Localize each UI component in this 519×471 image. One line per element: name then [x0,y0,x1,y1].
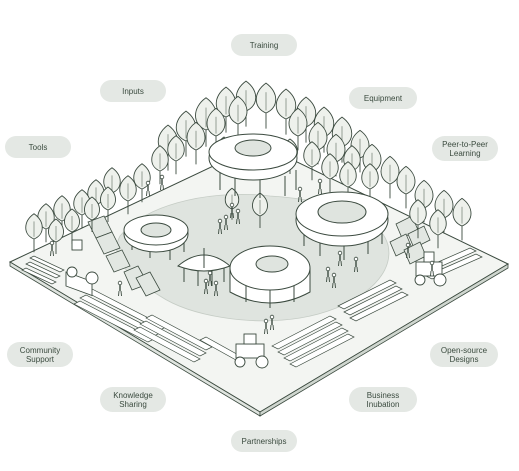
tractors [65,239,447,369]
solar-panel-icon [135,271,161,297]
person-icon [317,178,323,195]
tree-icon [186,121,206,165]
person-icon [117,280,123,297]
crop-rows-left [21,255,243,363]
open-source-designs-label: Open-source Designs [430,342,498,367]
person-icon [49,240,55,257]
tree-icon [409,199,427,239]
community-support-label: Community Support [7,342,73,367]
crop-rows-right [271,247,483,368]
tree-icon [452,197,472,241]
pavilion-icon [208,133,298,198]
people [49,174,435,335]
tree-icon [321,153,339,193]
tree-icon [252,192,268,228]
person-icon [269,314,275,331]
tree-icon [167,135,185,175]
tree-icon [100,186,116,222]
person-icon [223,214,229,231]
business-incubation-label: Business Inubation [349,387,417,412]
tree-icon [151,145,169,185]
pavilion-icon [295,191,389,260]
person-icon [159,174,165,191]
inputs-label: Inputs [100,80,166,102]
tractor-icon [65,239,99,297]
tree-icon [396,165,416,209]
tree-icon [64,208,80,244]
tree-icon [288,107,308,151]
solar-panel-icon [95,231,121,255]
person-icon [353,256,359,273]
person-icon [235,208,241,225]
tree-icon [339,161,357,201]
solar-panel-icon [407,225,431,249]
pavilion-icon [123,214,189,260]
person-icon [297,186,303,203]
tree-icon [303,141,321,181]
person-icon [331,272,337,289]
solar-panel-icon [105,249,131,273]
tree-icon [429,209,447,249]
tree-icon [228,95,248,139]
peer-to-peer-learning-label: Peer-to-Peer Learning [432,136,498,161]
pavilion-icon [229,245,311,308]
person-icon [203,278,209,295]
tree-icon [275,88,297,135]
person-icon [325,266,331,283]
tractor-icon [414,251,447,287]
person-icon [229,202,235,219]
person-icon [213,280,219,297]
tree-icon [361,163,379,203]
person-icon [217,218,223,235]
person-icon [207,270,213,287]
tree-icon [380,155,400,199]
equipment-label: Equipment [349,87,417,109]
partnerships-label: Partnerships [231,430,297,452]
pavilion-icon [177,248,231,286]
person-icon [405,242,411,259]
person-icon [145,180,151,197]
tree-icon [84,196,100,232]
knowledge-sharing-label: Knowledge Sharing [100,387,166,412]
person-icon [429,260,435,277]
person-icon [337,250,343,267]
training-label: Training [231,34,297,56]
pavilions [123,133,389,308]
tools-label: Tools [5,136,71,158]
tree-icon [25,213,43,253]
tree-icon [255,82,277,129]
person-icon [263,318,269,335]
tractor-icon [234,333,269,369]
tree-icon [48,218,64,254]
